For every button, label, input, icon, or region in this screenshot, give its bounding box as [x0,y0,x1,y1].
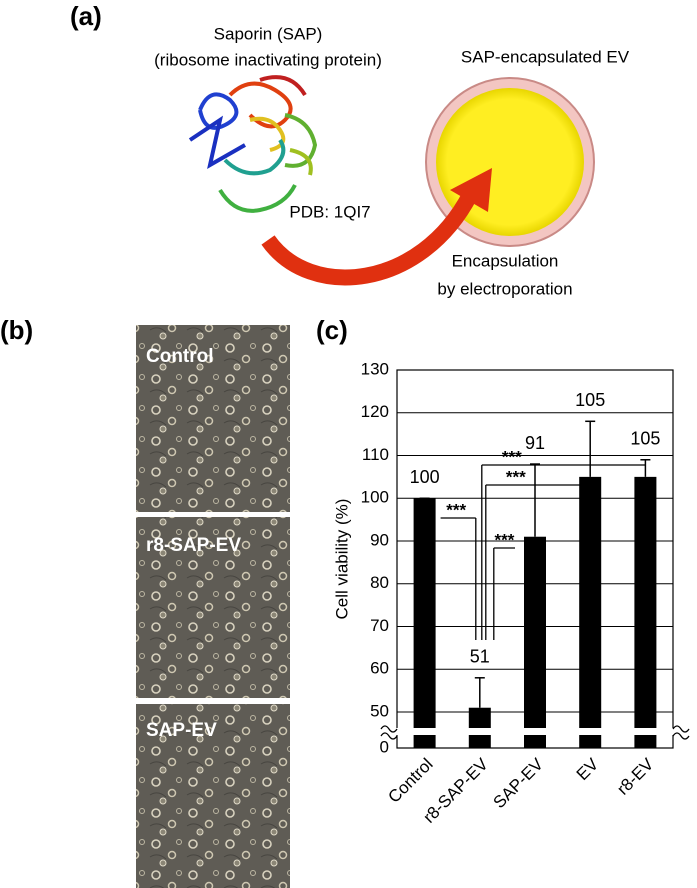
y-tick-label: 120 [361,402,389,421]
micrograph [136,517,290,698]
micrograph-label: Control [146,346,214,367]
x-tick-label: SAP-EV [489,754,547,812]
y-tick-label: 70 [370,616,389,635]
micrograph [136,704,290,888]
y-axis-label: Cell viability (%) [332,499,351,620]
micrograph-label: r8-SAP-EV [146,535,241,556]
sig-label: *** [502,447,522,466]
ev-label: SAP-encapsulated EV [461,47,630,66]
x-tick-label: EV [573,754,603,784]
bar [579,476,602,748]
y-tick-label: 80 [370,573,389,592]
y-tick-label: 60 [370,659,389,678]
protein-desc: (ribosome inactivating protein) [154,50,382,69]
pdb-id: PDB: 1QI7 [289,202,370,221]
arrow-head [450,168,492,212]
axis-break [383,728,687,735]
value-label: 105 [630,429,660,449]
break-mark [672,732,690,740]
bar [413,498,436,748]
value-label: 100 [410,467,440,487]
y-tick-label: 0 [380,737,389,756]
panel-label: (c) [316,315,348,345]
sig-label: *** [494,530,514,549]
y-tick-label: 110 [362,445,389,464]
bar [524,536,546,748]
break-mark [380,732,398,740]
micrograph-label: SAP-EV [146,720,217,741]
protein-structure [188,75,318,213]
protein-name: Saporin (SAP) [214,24,323,43]
value-label: 91 [525,433,545,453]
micrograph [136,325,290,512]
panel-label: (a) [70,1,102,31]
panel-label: (b) [0,315,33,345]
sig-label: *** [446,500,466,519]
bar [468,707,491,748]
value-label: 51 [470,647,490,667]
y-tick-label: 50 [370,701,389,720]
value-label: 105 [575,390,605,410]
y-tick-label: 100 [361,488,389,507]
bar [634,476,657,748]
process-text: Encapsulation [452,251,559,270]
bar-chart: 0 50 60 70 80 90 100 110 120 130 Cell viability (%… [332,359,690,827]
break-mark [672,725,690,733]
y-tick-label: 90 [370,530,389,549]
arrow [261,191,478,286]
y-tick-label: 130 [361,359,389,378]
sig-label: *** [506,467,526,486]
process-text: by electroporation [437,279,572,298]
x-tick-label: Control [384,755,436,807]
x-tick-label: r8-EV [613,754,658,799]
break-mark [380,725,398,733]
